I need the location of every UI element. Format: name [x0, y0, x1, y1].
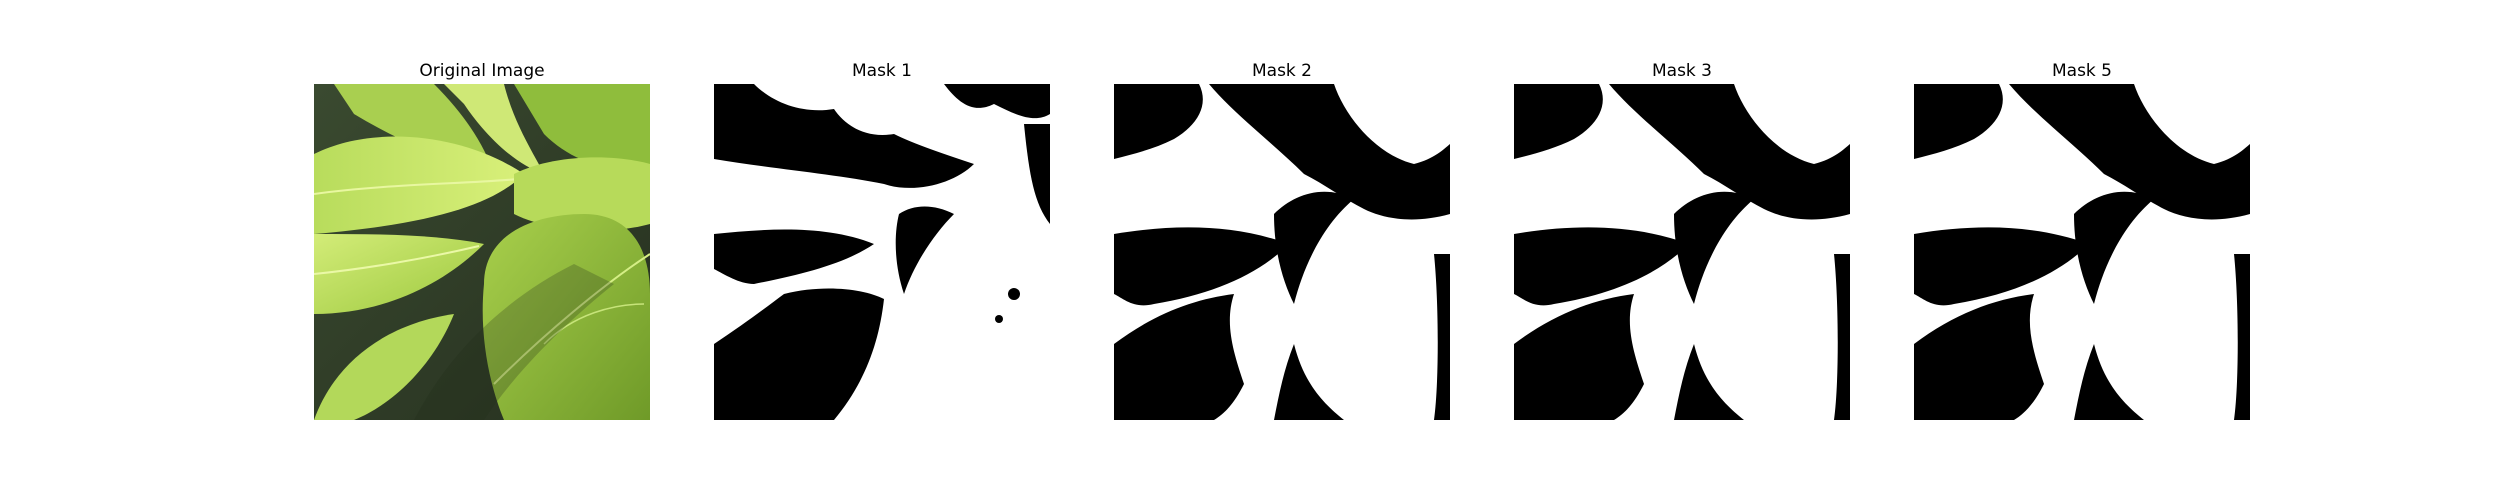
panel-title: Original Image	[419, 61, 545, 81]
mask-2-image	[1114, 84, 1450, 420]
panel-title: Mask 3	[1651, 61, 1712, 81]
mask-3-graphic	[1514, 84, 1850, 420]
leaf-photo-graphic	[314, 84, 650, 420]
mask-3-image	[1514, 84, 1850, 420]
mask-2-graphic	[1114, 84, 1450, 420]
panel-title: Mask 2	[1251, 61, 1312, 81]
panel-mask-1: Mask 1	[714, 58, 1050, 420]
mask-1-graphic	[714, 84, 1050, 420]
original-leaf-photo	[314, 84, 650, 420]
panel-title: Mask 1	[851, 61, 912, 81]
panel-original-image: Original Image	[314, 58, 650, 420]
panel-mask-5: Mask 5	[1914, 58, 2250, 420]
panel-mask-2: Mask 2	[1114, 58, 1450, 420]
panel-mask-3: Mask 3	[1514, 58, 1850, 420]
mask-1-image	[714, 84, 1050, 420]
mask-5-image	[1914, 84, 2250, 420]
mask-5-graphic	[1914, 84, 2250, 420]
panel-title: Mask 5	[2051, 61, 2112, 81]
